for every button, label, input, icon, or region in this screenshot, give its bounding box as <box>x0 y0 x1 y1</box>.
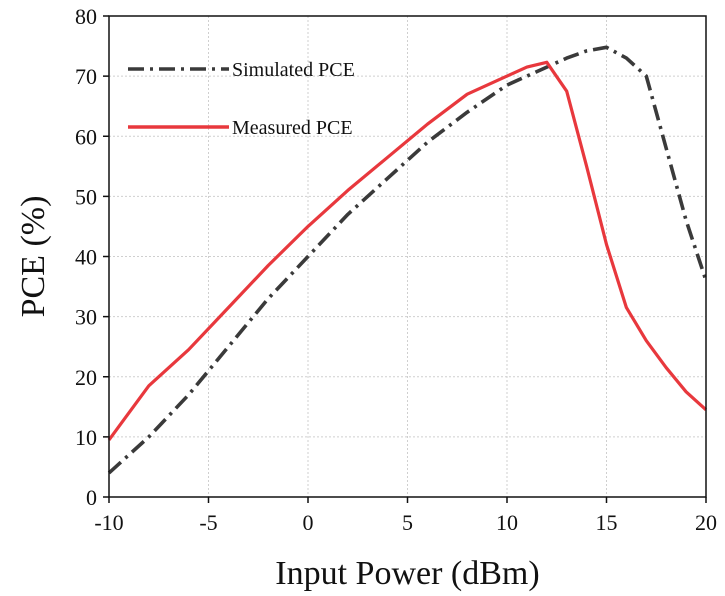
y-tick-label: 0 <box>86 485 97 510</box>
x-axis-title: Input Power (dBm) <box>275 555 539 592</box>
grid-lines <box>109 16 706 497</box>
x-tick-label: 20 <box>695 510 717 535</box>
x-tick-label: -5 <box>199 510 217 535</box>
x-tick-label: 15 <box>596 510 618 535</box>
series-group <box>107 45 708 475</box>
y-tick-label: 70 <box>75 64 97 89</box>
x-tick-label: 0 <box>303 510 314 535</box>
legend-label: Measured PCE <box>232 117 353 139</box>
y-tick-label: 10 <box>75 425 97 450</box>
y-ticks: 0 10 20 30 40 50 60 70 80 <box>75 4 109 510</box>
x-tick-label: 5 <box>402 510 413 535</box>
y-tick-label: 80 <box>75 4 97 29</box>
y-tick-label: 50 <box>75 184 97 209</box>
series-line-measured-pce <box>107 60 708 441</box>
y-axis-title: PCE (%) <box>15 196 52 318</box>
x-ticks: -10 -5 0 5 10 15 20 <box>94 497 717 535</box>
legend-label: Simulated PCE <box>232 59 355 81</box>
y-tick-label: 20 <box>75 365 97 390</box>
y-tick-label: 40 <box>75 245 97 270</box>
legend: Simulated PCE Measured PCE <box>128 59 355 139</box>
x-tick-label: 10 <box>496 510 518 535</box>
y-tick-label: 60 <box>75 124 97 149</box>
series-line-simulated-pce <box>107 45 708 475</box>
x-tick-label: -10 <box>94 510 123 535</box>
y-tick-label: 30 <box>75 305 97 330</box>
